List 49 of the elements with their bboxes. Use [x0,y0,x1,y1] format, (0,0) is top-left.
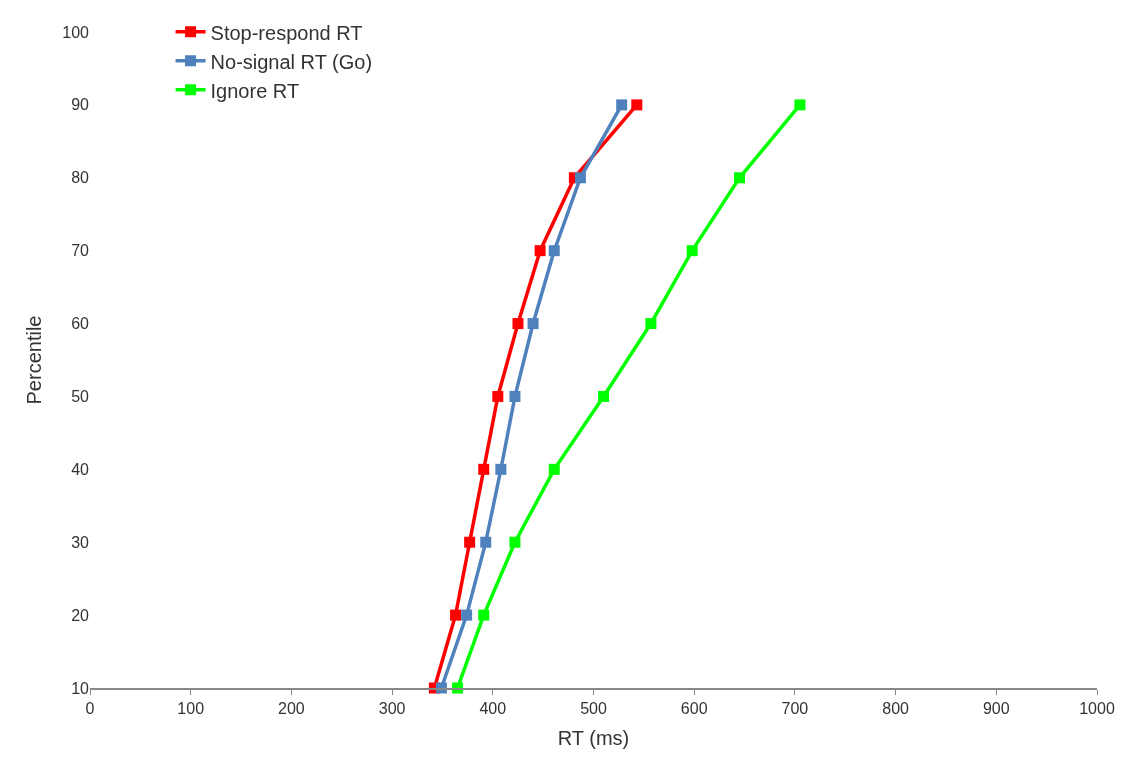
x-tick-label: 600 [680,699,708,717]
point [509,536,521,548]
point [509,390,521,402]
x-tick-label: 400 [479,699,507,717]
legend-label: No-signal RT (Go) [210,50,373,73]
y-tick-label: 40 [71,460,90,478]
x-tick-label: 200 [278,699,305,717]
y-tick-label: 70 [71,242,90,260]
y-tick-label: 30 [71,533,90,551]
point [461,609,473,621]
y-tick-label: 90 [71,96,90,114]
y-tick-label: 20 [71,606,90,624]
point [616,99,628,111]
point [512,318,524,330]
x-tick-label: 500 [580,699,607,717]
point [631,99,643,111]
x-tick-label: 900 [982,699,1010,717]
x-tick-label: 300 [378,699,406,717]
point [480,536,492,548]
point [492,390,504,402]
x-tick-label: 700 [781,699,809,717]
point [495,463,507,475]
y-tick-label: 10 [71,679,90,697]
point [450,609,462,621]
point [548,245,560,257]
legend-label: Ignore RT [210,79,300,102]
point [686,245,698,257]
point [598,390,610,402]
point [794,99,806,111]
y-tick-label: 100 [62,23,90,41]
point [574,172,586,184]
point [548,463,560,475]
legend-label: Stop-respond RT [210,21,363,44]
y-tick-label: 60 [71,315,90,333]
point [734,172,746,184]
y-tick-label: 50 [71,388,90,406]
point [527,318,539,330]
point [478,609,490,621]
x-tick-label: 100 [177,699,205,717]
point [464,536,476,548]
x-tick-label: 800 [882,699,910,717]
x-axis-title: RT (ms) [557,726,630,749]
x-tick-label: 1000 [1079,699,1115,717]
point [534,245,546,257]
y-tick-label: 80 [71,169,90,187]
y-axis-title: Percentile [22,315,45,405]
x-tick-label: 0 [85,699,95,717]
point [645,318,657,330]
point [478,463,490,475]
